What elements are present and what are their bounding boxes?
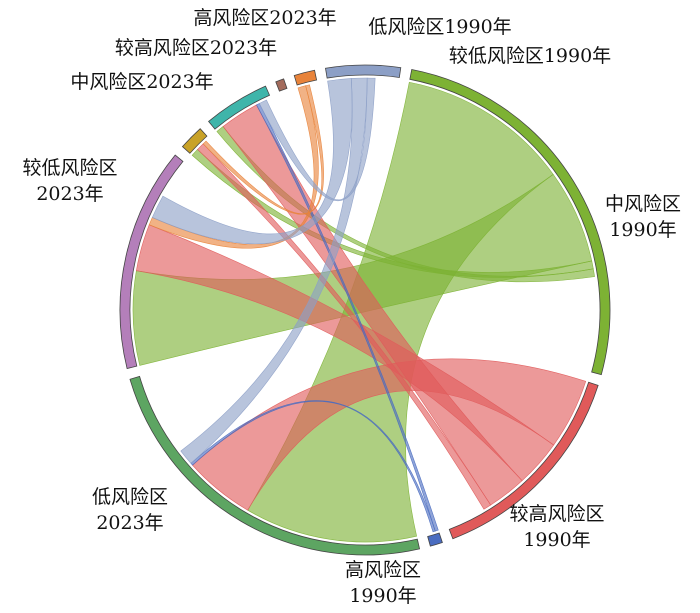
- segment-label-higher2023: 较高风险区2023年: [115, 37, 277, 59]
- segment-label-line: 中风险区: [605, 193, 681, 215]
- ribbon-lower1990-to-higher2023: [258, 77, 376, 202]
- segment-label-line: 高风险区2023年: [193, 7, 336, 29]
- ribbon-lower1990-to-low2023: [180, 77, 368, 464]
- segment-label-line: 较低风险区1990年: [449, 45, 611, 67]
- segment-label-low1990: 低风险区1990年: [368, 16, 511, 38]
- segment-label-low2023: 低风险区 2023年: [92, 486, 168, 534]
- ribbon-high1990-to-low2023: [190, 400, 436, 533]
- segment-label-higher1990: 较高风险区 1990年: [509, 503, 604, 551]
- segment-label-line: 中风险区2023年: [70, 71, 213, 93]
- ribbon-low1990-to-mid2023: [202, 84, 324, 215]
- segment-label-high1990: 高风险区 1990年: [345, 559, 421, 607]
- segment-label-line: 较高风险区: [509, 503, 604, 525]
- segment-label-line: 较低风险区: [22, 157, 117, 179]
- segment-arc-higher1990: [448, 381, 599, 540]
- segment-label-mid1990: 中风险区 1990年: [605, 193, 681, 241]
- segment-arc-mid2023: [181, 128, 208, 154]
- segment-arc-high2023: [275, 78, 288, 92]
- segment-label-mid2023: 中风险区2023年: [70, 71, 213, 93]
- segment-arc-low1990: [293, 69, 318, 86]
- segment-arc-layer: [119, 64, 611, 556]
- segment-arc-high1990: [427, 532, 443, 547]
- segment-arc-higher2023: [208, 85, 271, 130]
- segment-label-lower2023: 较低风险区 2023年: [22, 157, 117, 205]
- segment-label-line: 较高风险区2023年: [115, 37, 277, 59]
- ribbon-high1990-to-higher2023: [256, 103, 439, 532]
- segment-arc-lower2023: [119, 154, 184, 369]
- ribbon-lower1990-to-lower2023: [151, 78, 353, 245]
- ribbon-low1990-to-lower2023: [148, 85, 319, 249]
- segment-arc-mid1990: [409, 69, 611, 376]
- segment-label-line: 高风险区: [345, 559, 421, 581]
- segment-label-line: 低风险区: [92, 486, 168, 508]
- segment-arc-lower1990: [325, 64, 402, 79]
- ribbon-higher1990-to-mid2023: [197, 143, 492, 510]
- segment-label-line: 低风险区1990年: [368, 16, 511, 38]
- segment-label-line: 1990年: [523, 529, 590, 551]
- segment-label-line: 2023年: [96, 512, 163, 534]
- segment-label-lower1990: 较低风险区1990年: [449, 45, 611, 67]
- segment-label-line: 1990年: [349, 585, 416, 607]
- segment-label-line: 2023年: [36, 183, 103, 205]
- ribbon-higher1990-to-higher2023: [222, 104, 523, 506]
- segment-arc-low2023: [129, 375, 421, 556]
- segment-label-line: 1990年: [609, 219, 676, 241]
- segment-label-high2023: 高风险区2023年: [193, 7, 336, 29]
- ribbon-layer: [132, 77, 595, 543]
